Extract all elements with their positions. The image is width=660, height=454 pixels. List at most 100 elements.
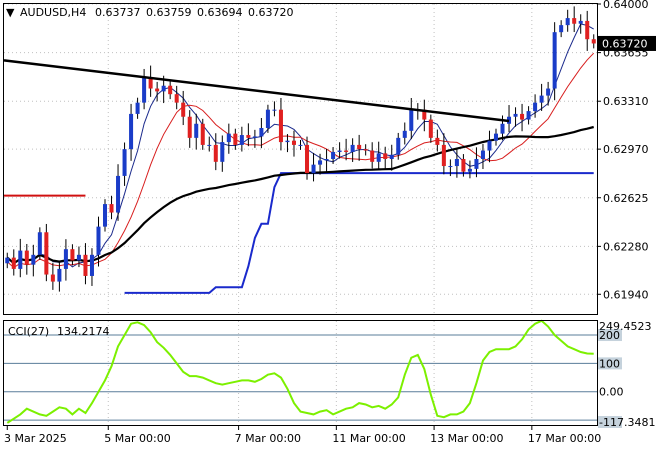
candle-body [37, 232, 42, 255]
candle-body [370, 150, 375, 162]
candle-body [363, 149, 368, 151]
symbol-label: AUDUSD,H4 [20, 6, 86, 19]
candle-body [448, 166, 453, 168]
fast-ma-line [6, 23, 594, 268]
candle-body [252, 136, 257, 138]
candle-body [226, 133, 231, 143]
candle-body [500, 123, 505, 134]
menu-arrow-icon[interactable]: ▼ [6, 6, 15, 19]
trendline[interactable] [3, 59, 510, 123]
cci-series [6, 319, 594, 424]
candle-body [441, 144, 446, 167]
candles [5, 6, 596, 292]
trendline-group [3, 59, 510, 123]
price-tick-label: 0.62280 [603, 240, 649, 253]
candle-body [174, 94, 179, 103]
candle-body [18, 250, 23, 269]
candle-body [44, 232, 49, 275]
candle-body [278, 109, 283, 143]
candle-body [213, 144, 218, 162]
candle-body [116, 175, 121, 213]
candle-body [539, 95, 544, 103]
time-tick-label: 13 Mar 00:00 [430, 432, 503, 445]
candle-body [89, 254, 94, 276]
candle-body [585, 20, 590, 40]
candle-body [129, 113, 134, 150]
price-pane-frame [3, 3, 598, 315]
cci-value: 134.2174 [57, 325, 110, 338]
ohlc-close: 0.63720 [248, 6, 294, 19]
candle-body [135, 102, 140, 114]
candle-body [76, 254, 81, 261]
candle-body [31, 254, 36, 265]
current-price-box [598, 35, 656, 51]
candle-body [533, 102, 538, 112]
candle-body [546, 88, 551, 96]
candle-body [305, 144, 310, 174]
candle-body [552, 32, 557, 89]
candle-body [239, 135, 244, 145]
current-price-label: 0.63720 [602, 37, 648, 50]
candle-body [591, 39, 596, 44]
time-tick-label: 5 Mar 00:00 [104, 432, 170, 445]
cci-level-label-bg [598, 357, 622, 370]
cci-tick-label: 200 [599, 329, 620, 342]
candle-body [376, 153, 381, 162]
candle-body [187, 116, 192, 138]
candle-body [467, 168, 472, 172]
price-tick-label: 0.62970 [603, 143, 649, 156]
candle-body [102, 204, 108, 227]
cci-tick-label: 100 [599, 357, 620, 370]
candle-body [318, 160, 323, 165]
cci-level-label-bg [598, 329, 622, 342]
candle-body [291, 140, 296, 145]
time-axis: 3 Mar 2025 5 Mar 00:00 7 Mar 00:00 11 Mar 0… [4, 426, 601, 445]
candle-body [168, 85, 173, 95]
ohlc-open: 0.63737 [95, 6, 141, 19]
candle-body [24, 250, 29, 265]
candle-body [142, 77, 147, 103]
candle-body [331, 151, 336, 159]
candle-body [155, 88, 160, 92]
candle-body [220, 142, 225, 162]
candle-body [487, 140, 492, 151]
candle-body [357, 144, 362, 150]
candle-body [474, 159, 479, 169]
candle-body [383, 153, 388, 159]
candle-body [109, 204, 114, 213]
candle-body [11, 257, 16, 269]
ohlc-high: 0.63759 [146, 6, 192, 19]
cci-tick-label: -117.3481 [599, 416, 655, 429]
slow-ma-line [6, 52, 595, 269]
cci-level-label-bg [598, 416, 622, 428]
candle-body [272, 109, 277, 111]
price-tick-label: 0.64000 [603, 0, 649, 11]
price-tick-label: 0.62625 [603, 192, 649, 205]
candle-body [63, 249, 68, 269]
candle-body [526, 111, 531, 120]
candle-body [265, 109, 270, 128]
candle-body [344, 150, 349, 152]
candle-body [480, 150, 485, 159]
candle-body [259, 128, 264, 137]
candle-body [389, 154, 394, 159]
cci-pane-frame [3, 320, 598, 426]
candle-body [57, 268, 62, 282]
candle-body [559, 25, 564, 33]
stop-lines [4, 172, 594, 294]
price-tick-label: 0.61940 [603, 288, 649, 301]
candle-body [454, 159, 459, 167]
candle-body [422, 109, 427, 120]
candle-body [337, 150, 342, 152]
candle-body [513, 113, 518, 117]
candle-body [50, 274, 55, 282]
candle-body [520, 113, 525, 120]
time-tick-label: 17 Mar 00:00 [528, 432, 601, 445]
trailing-stop-lower-line [124, 172, 594, 294]
cci-tick-label: 249.4523 [599, 320, 652, 333]
candle-body [161, 85, 166, 92]
